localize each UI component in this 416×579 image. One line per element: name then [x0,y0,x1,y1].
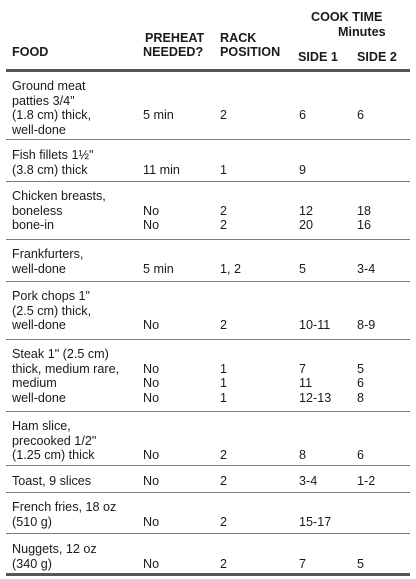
row-10-rack-line-2: 2 [220,556,228,571]
header-preheat-line2: NEEDED? [143,45,204,59]
bottom-rule [6,573,410,576]
row-separator [6,181,410,182]
header-side1: SIDE 1 [298,50,338,64]
row-5-food-line-3: well-done [12,318,66,333]
row-2-side1-line-2: 9 [299,162,307,177]
row-3-rack-line-3: 2 [220,218,228,233]
row-5-rack-line-3: 2 [220,318,228,333]
row-9-rack-line-2: 2 [220,514,228,529]
row-6-side1-line-3: 11 [299,376,313,391]
row-7-side1-line-3: 8 [299,448,307,463]
row-4-food-line-1: Frankfurters, [12,247,84,261]
row-10-food-line-1: Nuggets, 12 oz [12,542,97,556]
row-5-side2-line-3: 8-9 [357,318,376,333]
row-3-side1-line-3: 20 [299,218,314,233]
row-10-food-line-2: (340 g) [12,556,52,571]
row-5-preheat-line-3: No [143,318,160,333]
header-side2: SIDE 2 [357,50,397,64]
row-separator [6,239,410,240]
row-7-food-line-2: precooked 1/2" [12,433,97,448]
row-1-food-line-1: Ground meat [12,79,86,93]
row-6-preheat-line-4: No [143,390,160,405]
row-9-food-line-1: French fries, 18 oz [12,500,117,514]
row-5-food-line-1: Pork chops 1" [12,289,90,303]
header-rack-line2: POSITION [220,45,281,59]
row-2-food-line-2: (3.8 cm) thick [12,162,88,177]
row-6-side1-line-2: 7 [299,361,307,376]
row-7-rack-line-3: 2 [220,448,228,463]
row-4-side2-line-2: 3-4 [357,261,376,276]
row-separator [6,492,410,493]
header-rack-line1: RACK [220,31,257,45]
row-separator [6,339,410,340]
row-3-preheat-line-2: No [143,203,160,218]
row-6-side2-line-2: 5 [357,361,365,376]
header-preheat-line1: PREHEAT [145,31,205,45]
row-9-side1-line-2: 15-17 [299,514,332,529]
row-separator [6,411,410,412]
row-1-side2-line-3: 6 [357,108,365,123]
row-6-side1-line-4: 12-13 [299,390,332,405]
row-separator [6,139,410,140]
row-10-side1-line-2: 7 [299,556,307,571]
row-8-rack-line-1: 2 [220,474,228,488]
row-6-food-line-4: well-done [12,390,66,405]
row-1-food-line-3: (1.8 cm) thick, [12,108,92,123]
row-5-side1-line-3: 10-11 [299,318,331,333]
row-7-food-line-3: (1.25 cm) thick [12,448,95,463]
row-10-side2-line-2: 5 [357,556,365,571]
row-6-rack-line-2: 1 [220,361,228,376]
row-3-side2-line-2: 18 [357,203,372,218]
row-3-preheat-line-3: No [143,218,160,233]
row-4-side1-line-2: 5 [299,261,307,276]
row-6-preheat-line-2: No [143,361,160,376]
row-2-food-line-1: Fish fillets 1½" [12,148,94,162]
row-9-preheat-line-2: No [143,514,160,529]
row-3-side2-line-3: 16 [357,218,372,233]
row-8-side2-line-1: 1-2 [357,474,376,488]
row-7-preheat-line-3: No [143,448,160,463]
row-3-food-line-3: bone-in [12,218,55,233]
row-8-preheat-line-1: No [143,474,160,488]
header-rule [6,69,410,72]
row-6-food-line-1: Steak 1" (2.5 cm) [12,347,109,361]
row-4-preheat-line-2: 5 min [143,261,174,276]
row-1-rack-line-3: 2 [220,108,228,123]
row-1-food-line-2: patties 3/4" [12,93,75,108]
row-4-rack-line-2: 1, 2 [220,261,242,276]
row-3-rack-line-2: 2 [220,203,228,218]
row-4-food-line-2: well-done [12,261,66,276]
row-separator [6,465,410,466]
row-7-food-line-1: Ham slice, [12,419,71,433]
row-6-rack-line-3: 1 [220,376,228,391]
row-8-food-line-1: Toast, 9 slices [12,474,92,488]
row-6-side2-line-3: 6 [357,376,365,391]
row-1-side1-line-3: 6 [299,108,307,123]
row-separator [6,533,410,534]
row-6-rack-line-4: 1 [220,390,228,405]
row-6-preheat-line-3: No [143,376,160,391]
header-cook-time: COOK TIME [311,10,383,24]
row-2-rack-line-2: 1 [220,162,228,177]
row-6-food-line-2: thick, medium rare, [12,361,120,376]
row-2-preheat-line-2: 11 min [143,162,180,177]
row-1-food-line-4: well-done [12,122,66,137]
row-1-preheat-line-3: 5 min [143,108,174,123]
row-10-preheat-line-2: No [143,556,160,571]
row-8-side1-line-1: 3-4 [299,474,318,488]
header-minutes: Minutes [338,25,386,39]
row-3-food-line-1: Chicken breasts, [12,189,106,203]
row-5-food-line-2: (2.5 cm) thick, [12,303,92,318]
row-7-side2-line-3: 6 [357,448,365,463]
row-separator [6,281,410,282]
row-3-side1-line-2: 12 [299,203,314,218]
row-3-food-line-2: boneless [12,203,63,218]
header-food: FOOD [12,45,49,59]
row-9-food-line-2: (510 g) [12,514,52,529]
row-6-food-line-3: medium [12,376,57,391]
row-6-side2-line-4: 8 [357,390,365,405]
